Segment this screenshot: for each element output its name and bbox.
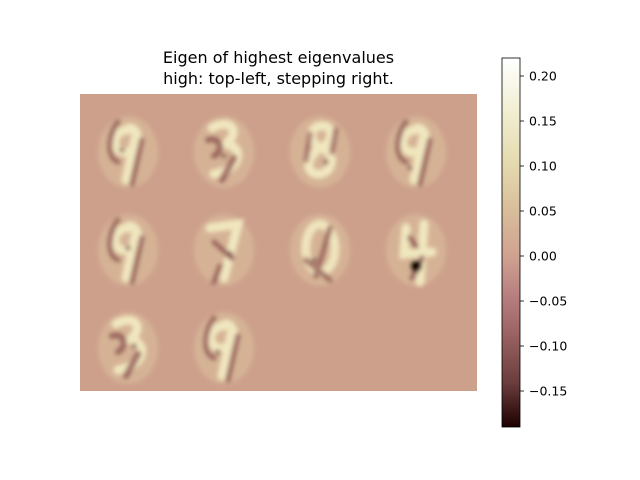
tile-stroke — [106, 119, 145, 187]
tile-stroke — [108, 331, 142, 380]
tile-dark-spot — [227, 251, 233, 257]
eigen-tile — [290, 214, 350, 286]
eigen-tile — [386, 214, 446, 287]
tile-stroke — [204, 135, 238, 184]
eigen-tile — [386, 116, 446, 188]
colorbar-tick-label: 0.05 — [529, 204, 557, 219]
tile-dark-spot — [221, 153, 227, 159]
colorbar-tick-label: 0.20 — [529, 69, 557, 84]
colorbar-tick-label: 0.15 — [529, 114, 557, 129]
tile-stroke — [205, 218, 245, 283]
tile-dark-spot — [410, 260, 422, 272]
colorbar-tick-label: 0.10 — [529, 159, 557, 174]
tile-stroke — [206, 319, 238, 381]
tile-dark-spot — [131, 343, 137, 349]
eigen-tile — [98, 312, 158, 384]
tile-dark-spot — [215, 349, 221, 355]
tile-dark-spot — [323, 159, 329, 165]
colorbar-ticks: 0.20 0.15 0.10 0.05 0.00 −0.05 −0.10 −0.15 — [520, 69, 567, 399]
eigen-tile — [194, 116, 254, 188]
tile-stroke — [106, 217, 145, 285]
tile-stroke — [303, 225, 333, 283]
tile-stroke — [110, 221, 142, 283]
eigen-tiles — [98, 116, 446, 384]
tile-dark-spot — [311, 257, 317, 263]
colorbar-tick-label: −0.15 — [529, 384, 567, 399]
tile-stroke — [303, 127, 339, 163]
colorbar-tick-label: −0.05 — [529, 294, 567, 309]
tile-stroke — [110, 123, 142, 185]
chart-subtitle: high: top-left, stepping right. — [163, 69, 394, 88]
tile-stroke — [394, 119, 433, 187]
chart-title: Eigen of highest eigenvalues — [162, 48, 395, 67]
tile-stroke — [304, 121, 336, 179]
tile-dark-spot — [407, 165, 413, 171]
eigen-tile — [290, 116, 350, 188]
tile-stroke — [202, 315, 241, 383]
eigen-tile — [98, 116, 158, 188]
tile-halo — [194, 116, 254, 188]
eigen-tile — [194, 312, 254, 384]
tile-dark-spot — [125, 245, 131, 251]
tile-dark-spot — [119, 147, 125, 153]
eigen-tile — [194, 214, 254, 286]
colorbar — [501, 57, 521, 428]
eigen-tile — [98, 214, 158, 286]
colorbar-tick-label: 0.00 — [529, 249, 557, 264]
tile-stroke — [399, 219, 437, 287]
tile-stroke — [398, 123, 430, 185]
tile-halo — [98, 312, 158, 384]
colorbar-tick-label: −0.10 — [529, 339, 567, 354]
